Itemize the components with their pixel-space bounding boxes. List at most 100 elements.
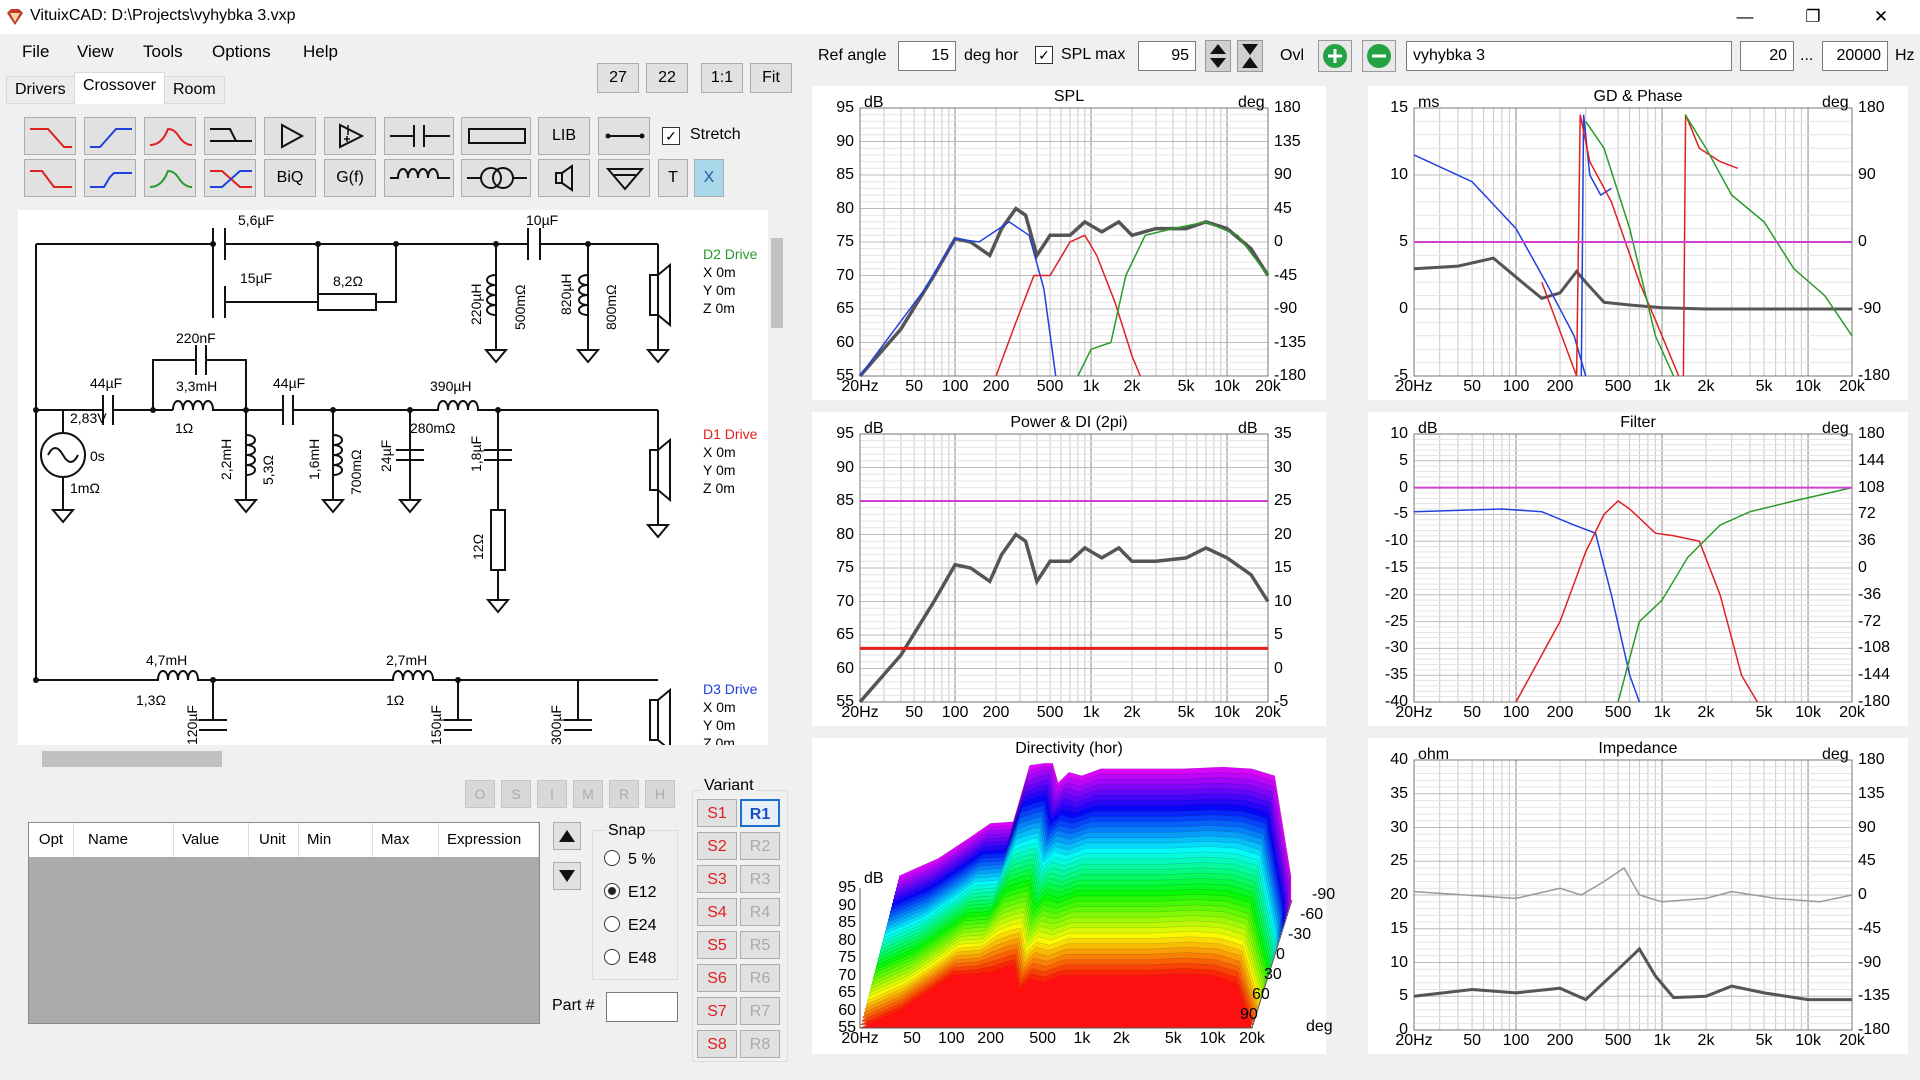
power-di-panel[interactable]: Power & DI (2pi) 95 90 85 80 75 70 65 60 55 35 30 25…	[812, 412, 1326, 726]
menu-options[interactable]: Options	[212, 42, 271, 61]
component-label[interactable]: 15µF	[240, 270, 273, 286]
variant-s5-button[interactable]: S5	[697, 931, 737, 959]
component-label[interactable]: 1,6mH	[306, 438, 322, 480]
component-label[interactable]: 2,83V	[70, 410, 107, 426]
component-label[interactable]: 1Ω	[386, 692, 405, 708]
driver-d2-info[interactable]: D2 Drive X 0m Y 0m Z 0m	[703, 245, 757, 317]
component-label[interactable]: 44µF	[90, 375, 123, 391]
opt-s-button[interactable]: S	[501, 780, 531, 808]
component-label[interactable]: 800mΩ	[603, 284, 619, 331]
freq-min-input[interactable]: 20	[1740, 41, 1794, 71]
variant-s8-button[interactable]: S8	[697, 1030, 737, 1058]
view-27-button[interactable]: 27	[597, 63, 639, 93]
component-label[interactable]: 1Ω	[175, 420, 194, 436]
ref-angle-input[interactable]: 15	[898, 41, 956, 71]
scroll-thumb[interactable]	[771, 238, 783, 328]
component-label[interactable]: 10µF	[526, 212, 559, 228]
x-button[interactable]: X	[694, 159, 724, 197]
component-label[interactable]: 3,3mH	[176, 378, 218, 394]
view-fit-button[interactable]: Fit	[750, 63, 792, 93]
component-label[interactable]: 1mΩ	[70, 480, 100, 496]
impedance-panel[interactable]: Impedance 40 35 30 25 20 15 10 5 0 180 135 90 45 0 -45-…	[1368, 738, 1908, 1054]
menu-view[interactable]: View	[77, 42, 114, 61]
transformer-button[interactable]	[461, 159, 531, 197]
component-label[interactable]: 2,2mH	[218, 438, 234, 480]
column-header-name[interactable]: Name	[74, 823, 174, 857]
spl-max-input[interactable]: 95	[1138, 41, 1196, 71]
component-label[interactable]: 220nF	[176, 330, 216, 346]
tab-room[interactable]: Room	[164, 76, 225, 104]
component-label[interactable]: 700mΩ	[348, 449, 364, 496]
overlay-name-input[interactable]: vyhybka 3	[1406, 41, 1732, 71]
variant-r1-button[interactable]: R1	[740, 799, 780, 827]
component-label[interactable]: 5,3Ω	[260, 455, 276, 485]
highpass1-button[interactable]	[84, 117, 136, 155]
variant-s7-button[interactable]: S7	[697, 997, 737, 1025]
minimize-button[interactable]: —	[1736, 7, 1754, 26]
bandpass2-button[interactable]	[144, 159, 196, 197]
driver-d3-info[interactable]: D3 Drive X 0m Y 0m Z 0m	[703, 680, 757, 745]
view-1to1-button[interactable]: 1:1	[701, 63, 743, 93]
component-label[interactable]: 1,8µF	[468, 435, 484, 472]
column-header-min[interactable]: Min	[299, 823, 373, 857]
stretch-checkbox[interactable]: ✓	[662, 127, 680, 145]
scroll-thumb[interactable]	[42, 751, 222, 767]
component-label[interactable]: 120µF	[184, 705, 200, 745]
gf-button[interactable]: G(f)	[324, 159, 376, 197]
variant-s2-button[interactable]: S2	[697, 832, 737, 860]
variant-r8-button[interactable]: R8	[740, 1030, 780, 1058]
lowpass2-button[interactable]	[24, 159, 76, 197]
move-up-button[interactable]	[553, 822, 581, 850]
wire-button[interactable]	[598, 117, 650, 155]
variant-s6-button[interactable]: S6	[697, 964, 737, 992]
directivity-panel[interactable]: Directivity (hor) 20Hz 50 100 200 500 1k 2k 5k 10…	[812, 738, 1335, 1054]
component-label[interactable]: 44µF	[273, 375, 306, 391]
capacitor-button[interactable]	[384, 117, 454, 155]
resistor-button[interactable]	[461, 117, 531, 155]
highpass2-button[interactable]	[84, 159, 136, 197]
driver-d1-info[interactable]: D1 Drive X 0m Y 0m Z 0m	[703, 425, 757, 497]
buffer-button[interactable]	[264, 117, 316, 155]
column-header-unit[interactable]: Unit	[249, 823, 299, 857]
allpass-button[interactable]	[204, 159, 256, 197]
part-number-input[interactable]	[606, 992, 678, 1022]
opt-i-button[interactable]: I	[537, 780, 567, 808]
filter-panel[interactable]: Filter 10 5 0 -5 -10 -15 -20 -25 -30 -35 -40 180 144 1…	[1368, 412, 1908, 726]
variant-s3-button[interactable]: S3	[697, 865, 737, 893]
variant-r6-button[interactable]: R6	[740, 964, 780, 992]
component-label[interactable]: 500mΩ	[512, 284, 528, 331]
column-header-max[interactable]: Max	[373, 823, 439, 857]
variant-r3-button[interactable]: R3	[740, 865, 780, 893]
component-label[interactable]: 1,3Ω	[136, 692, 166, 708]
remove-overlay-button[interactable]	[1362, 40, 1396, 72]
variant-r7-button[interactable]: R7	[740, 997, 780, 1025]
snap-e48-radio[interactable]: E48	[604, 949, 656, 968]
driver-button[interactable]	[538, 159, 590, 197]
view-22-button[interactable]: 22	[646, 63, 688, 93]
component-label[interactable]: 12Ω	[470, 533, 486, 560]
lowpass1-button[interactable]	[24, 117, 76, 155]
tab-drivers[interactable]: Drivers	[6, 76, 75, 104]
component-label[interactable]: 5,6µF	[238, 212, 275, 228]
freq-max-input[interactable]: 20000	[1822, 41, 1888, 71]
component-label[interactable]: 150µF	[428, 705, 444, 745]
menu-tools[interactable]: Tools	[143, 42, 183, 61]
component-label[interactable]: 8,2Ω	[333, 273, 363, 289]
snap-e12-radio[interactable]: E12	[604, 883, 656, 902]
spl-spinner[interactable]	[1205, 40, 1231, 72]
notch-button[interactable]	[204, 117, 256, 155]
menu-help[interactable]: Help	[303, 42, 338, 61]
schematic-horizontal-scrollbar[interactable]	[18, 745, 786, 773]
column-header-value[interactable]: Value	[174, 823, 249, 857]
optimizer-table[interactable]: Opt Name Value Unit Min Max Expression	[28, 822, 540, 1024]
component-label[interactable]: 280mΩ	[410, 420, 456, 436]
close-button[interactable]: ✕	[1873, 7, 1889, 26]
component-label[interactable]: 220µH	[468, 283, 484, 325]
variant-s1-button[interactable]: S1	[697, 799, 737, 827]
variant-s4-button[interactable]: S4	[697, 898, 737, 926]
maximize-button[interactable]: ❐	[1805, 7, 1821, 26]
move-down-button[interactable]	[553, 862, 581, 890]
menu-file[interactable]: File	[22, 42, 50, 61]
variant-r5-button[interactable]: R5	[740, 931, 780, 959]
spl-reset-button[interactable]	[1237, 40, 1263, 72]
